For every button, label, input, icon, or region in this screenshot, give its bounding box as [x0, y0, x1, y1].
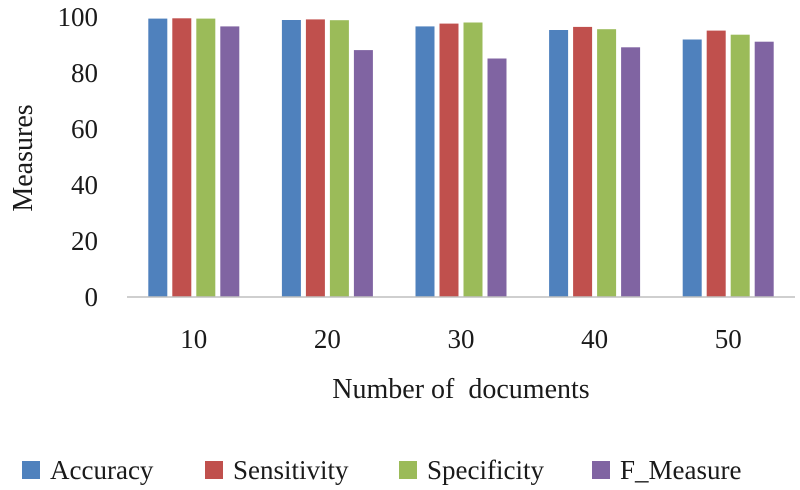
- bar-specificity-50: [730, 34, 750, 297]
- legend-label: F_Measure: [620, 455, 741, 485]
- y-tick-label: 20: [71, 226, 98, 256]
- bar-f-measure-20: [353, 50, 373, 297]
- bar-sensitivity-40: [573, 26, 593, 298]
- x-tick-label: 20: [314, 324, 341, 354]
- y-tick-label: 60: [71, 114, 98, 144]
- bar-sensitivity-30: [439, 23, 459, 297]
- bar-accuracy-10: [148, 18, 168, 297]
- bar-specificity-20: [329, 20, 349, 297]
- bar-specificity-10: [196, 18, 216, 297]
- legend-swatch: [399, 461, 417, 479]
- legend-label: Accuracy: [50, 455, 154, 485]
- bar-f-measure-40: [621, 47, 641, 297]
- bar-accuracy-30: [415, 26, 435, 298]
- legend-label: Specificity: [427, 455, 544, 485]
- bar-accuracy-40: [549, 30, 569, 297]
- bar-f-measure-30: [487, 58, 507, 297]
- x-tick-label: 40: [581, 324, 608, 354]
- bar-sensitivity-10: [172, 18, 192, 298]
- y-tick-label: 80: [71, 58, 98, 88]
- y-axis-ticks: 0 20 40 60 80 100: [58, 2, 99, 312]
- x-axis-ticks: 10 20 30 40 50: [180, 324, 741, 354]
- legend-swatch: [22, 461, 40, 479]
- bar-accuracy-50: [682, 39, 702, 297]
- legend-item-f-measure: F_Measure: [592, 455, 741, 485]
- bar-specificity-30: [463, 22, 483, 297]
- x-tick-label: 30: [448, 324, 475, 354]
- bar-specificity-40: [597, 29, 617, 297]
- bar-f-measure-50: [754, 41, 774, 298]
- y-tick-label: 0: [85, 282, 99, 312]
- legend: Accuracy Sensitivity Specificity F_Measure: [22, 455, 741, 485]
- legend-item-accuracy: Accuracy: [22, 455, 154, 485]
- bar-f-measure-10: [220, 26, 240, 298]
- legend-item-specificity: Specificity: [399, 455, 544, 485]
- bars-group: [148, 18, 774, 298]
- legend-swatch: [592, 461, 610, 479]
- x-tick-label: 50: [715, 324, 742, 354]
- legend-label: Sensitivity: [233, 455, 349, 485]
- x-tick-label: 10: [180, 324, 207, 354]
- y-tick-label: 100: [58, 2, 99, 32]
- bar-sensitivity-20: [305, 19, 325, 298]
- y-axis-title: Measures: [8, 104, 39, 211]
- bar-accuracy-20: [281, 20, 301, 297]
- bar-sensitivity-50: [706, 30, 726, 297]
- legend-swatch: [205, 461, 223, 479]
- y-tick-label: 40: [71, 170, 98, 200]
- x-axis-title: Number of documents: [332, 374, 589, 405]
- legend-item-sensitivity: Sensitivity: [205, 455, 349, 485]
